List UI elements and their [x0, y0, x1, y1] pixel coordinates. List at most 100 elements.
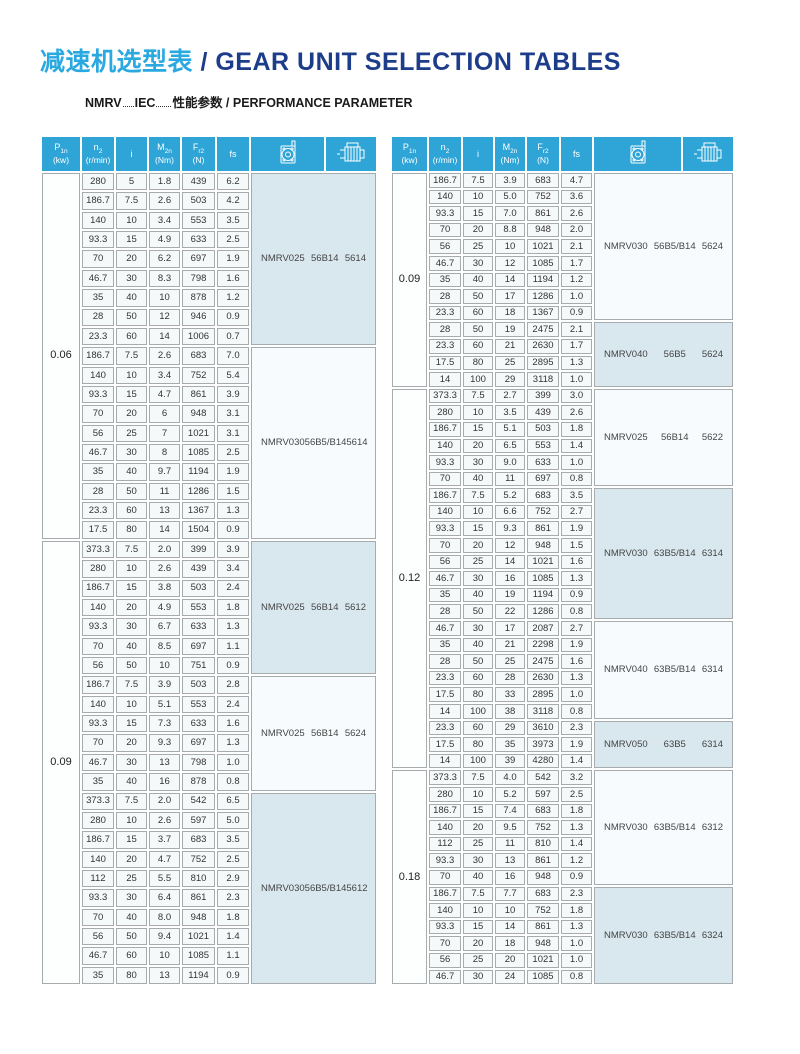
- table-row: 93.3 15 4.7 861 3.9: [42, 385, 376, 404]
- table-row: 140 10 10 752 1.8: [392, 903, 733, 918]
- cell-fs: 1.3: [561, 919, 592, 935]
- cell-n2: 93.3: [429, 521, 461, 537]
- table-row: 46.7 30 8.3 798 1.6: [42, 269, 376, 288]
- cell-m2n: 10: [149, 947, 180, 965]
- table-row: 46.7 30 17 2087 2.7 NMRV040 63B5/B14 6314: [392, 621, 733, 719]
- cell-fr2: 633: [182, 231, 215, 249]
- unit-code: 6312: [701, 821, 723, 833]
- cell-i: 15: [116, 715, 147, 733]
- cell-m2n: 2.6: [149, 560, 180, 578]
- cell-m2n: 4.9: [149, 231, 180, 249]
- cell-m2n: 13: [149, 502, 180, 520]
- cell-n2: 70: [82, 908, 114, 927]
- cell-i: 30: [463, 455, 493, 470]
- cell-n2: 280: [82, 173, 114, 191]
- table-row: 186.7 7.5 2.6 503 4.2: [42, 192, 376, 210]
- cell-fr2: 2298: [527, 637, 559, 653]
- cell-m2n: 13: [149, 753, 180, 772]
- model-name: NMRV025: [261, 253, 305, 265]
- table-row: 70 40 8.5 697 1.1: [42, 637, 376, 655]
- power-group-label: 0.09: [42, 540, 80, 985]
- cell-i: 40: [463, 869, 493, 885]
- model-name: NMRV030: [604, 240, 648, 252]
- cell-n2: 35: [82, 966, 114, 985]
- cell-n2: 93.3: [429, 853, 461, 868]
- cell-fr2: 798: [182, 753, 215, 772]
- model-name: NMRV040: [604, 664, 648, 676]
- table-row: 112 25 11 810 1.4: [392, 836, 733, 852]
- table-row: 70 20 6 948 3.1: [42, 405, 376, 423]
- table-row: 93.3 15 4.9 633 2.5: [42, 231, 376, 249]
- cell-fr2: 752: [527, 820, 559, 835]
- cell-fs: 1.9: [217, 463, 249, 481]
- cell-i: 7.5: [116, 792, 147, 810]
- cell-n2: 186.7: [429, 173, 461, 188]
- cell-fr2: 1194: [527, 272, 559, 288]
- table-row: 46.7 30 12 1085 1.7: [392, 255, 733, 271]
- cell-m2n: 8.3: [149, 269, 180, 288]
- table-row: 56 25 10 1021 2.1: [392, 239, 733, 254]
- cell-fs: 0.9: [217, 521, 249, 539]
- table-row: 280 10 5.2 597 2.5: [392, 786, 733, 802]
- cell-m2n: 6: [149, 405, 180, 423]
- cell-m2n: 5.2: [495, 488, 525, 503]
- cell-fs: 2.7: [561, 504, 592, 520]
- cell-i: 60: [116, 327, 147, 346]
- column-header-p1n: P1n (kw): [42, 137, 80, 171]
- column-header-fr2: Fr2 (N): [182, 137, 215, 171]
- cell-m2n: 5.0: [495, 189, 525, 205]
- cell-fr2: 948: [527, 936, 559, 951]
- model-cell: NMRV030 56B5/B14 5612: [251, 792, 376, 985]
- table-row: 35 40 21 2298 1.9: [392, 637, 733, 653]
- cell-fr2: 798: [182, 269, 215, 288]
- cell-fr2: 553: [182, 211, 215, 230]
- cell-m2n: 3.9: [149, 676, 180, 694]
- cell-m2n: 5.2: [495, 786, 525, 802]
- cell-i: 30: [116, 753, 147, 772]
- table-row: 70 20 12 948 1.5: [392, 538, 733, 553]
- cell-m2n: 21: [495, 637, 525, 653]
- cell-fs: 1.2: [561, 272, 592, 288]
- gear-table-left: P1n (kw) n2 (r/min) i M2n (Nm) Fr2 (N) fs 0.06 280…: [40, 135, 378, 986]
- table-row: 70 40 8.0 948 1.8: [42, 908, 376, 927]
- cell-n2: 280: [82, 560, 114, 578]
- cell-n2: 280: [429, 405, 461, 420]
- cell-m2n: 9.0: [495, 455, 525, 470]
- table-row: 70 40 16 948 0.9: [392, 869, 733, 885]
- table-row: 140 10 5.1 553 2.4: [42, 695, 376, 714]
- cell-fr2: 3610: [527, 720, 559, 736]
- cell-i: 40: [116, 908, 147, 927]
- cell-m2n: 16: [495, 571, 525, 586]
- table-row: 35 40 14 1194 1.2: [392, 272, 733, 288]
- cell-n2: 186.7: [429, 488, 461, 503]
- table-row: 140 20 4.9 553 1.8: [42, 598, 376, 617]
- cell-i: 10: [116, 211, 147, 230]
- cell-m2n: 10: [149, 656, 180, 675]
- cell-fs: 5.0: [217, 811, 249, 830]
- cell-fr2: 1286: [527, 604, 559, 620]
- cell-fr2: 2087: [527, 621, 559, 636]
- cell-fs: 1.8: [217, 908, 249, 927]
- table-row: 280 10 2.6 439 3.4: [42, 560, 376, 578]
- cell-fr2: 946: [182, 308, 215, 326]
- table-row: 93.3 15 14 861 1.3: [392, 919, 733, 935]
- table-row: 93.3 30 9.0 633 1.0: [392, 455, 733, 470]
- cell-fr2: 1021: [182, 424, 215, 443]
- cell-m2n: 4.9: [149, 598, 180, 617]
- cell-fr2: 4280: [527, 753, 559, 769]
- cell-i: 50: [463, 322, 493, 337]
- cell-fs: 6.2: [217, 173, 249, 191]
- cell-m2n: 8.8: [495, 222, 525, 238]
- model-cell: NMRV030 56B5/B14 5614: [251, 347, 376, 539]
- cell-n2: 23.3: [429, 305, 461, 321]
- cell-i: 25: [463, 554, 493, 570]
- cell-fr2: 697: [182, 637, 215, 655]
- cell-i: 40: [463, 471, 493, 487]
- table-row: 23.3 60 21 2630 1.7: [392, 338, 733, 354]
- cell-fr2: 752: [527, 189, 559, 205]
- cell-n2: 46.7: [82, 947, 114, 965]
- cell-fr2: 2475: [527, 322, 559, 337]
- cell-n2: 70: [82, 250, 114, 268]
- cell-i: 20: [463, 538, 493, 553]
- cell-n2: 140: [429, 189, 461, 205]
